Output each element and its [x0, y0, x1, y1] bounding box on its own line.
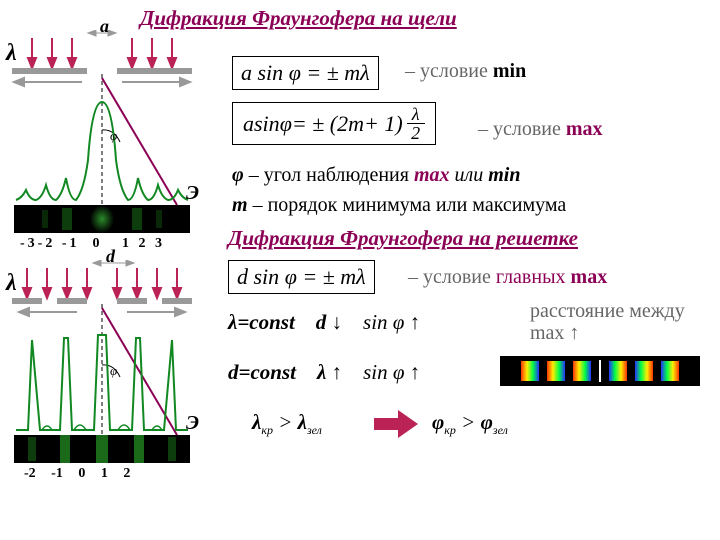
phi-desc: φ – угол наблюдения max или min — [232, 164, 521, 187]
spectrum-order — [547, 361, 565, 381]
ticks-1: -3-2 -1 0 1 2 3 — [20, 236, 165, 252]
formula-min: a sin φ = ± mλ — [232, 56, 379, 90]
rel-1-note: расстояние между max ↑ — [530, 300, 720, 344]
cond-main: – условие главных max — [408, 266, 607, 289]
cond-min: – условие min — [405, 60, 526, 83]
diagram-grating — [2, 260, 212, 490]
spectrum-order — [635, 361, 653, 381]
formula-max: a sin φ = ± (2m + 1) λ2 — [232, 102, 436, 145]
label-a: a — [100, 16, 109, 37]
label-d: d — [106, 246, 115, 267]
diagram-slit — [2, 30, 212, 260]
spectrum-order — [661, 361, 679, 381]
spectrum-order — [609, 361, 627, 381]
phi-1: φ — [110, 128, 117, 144]
lambda-2: λ — [6, 270, 17, 297]
spectrum — [500, 356, 700, 386]
rel-1: λ=const d ↓ sin φ ↑ — [228, 310, 420, 335]
spectrum-order — [573, 361, 591, 381]
lambda-1: λ — [6, 40, 17, 67]
m-desc: m – порядок минимума или максимума — [232, 194, 566, 217]
ticks-2: -2 -1 0 1 2 — [24, 466, 130, 482]
title-grating: Дифракция Фраунгофера на решетке — [228, 226, 578, 251]
phi-2: φ — [110, 363, 117, 379]
rel-3a: λкр > λзел — [252, 410, 322, 438]
screen-label-2: Э — [186, 412, 199, 435]
spectrum-order — [521, 361, 539, 381]
spectrum-center — [599, 360, 601, 382]
title-slit: Дифракция Фраунгофера на щели — [140, 6, 457, 31]
cond-max: – условие max — [478, 118, 603, 141]
rel-3b: φкр > φзел — [432, 410, 508, 438]
implies-arrow — [372, 410, 420, 438]
screen-label-1: Э — [186, 182, 199, 205]
formula-grating: d sin φ = ± mλ — [228, 260, 375, 294]
rel-2: d=const λ ↑ sin φ ↑ — [228, 360, 420, 385]
